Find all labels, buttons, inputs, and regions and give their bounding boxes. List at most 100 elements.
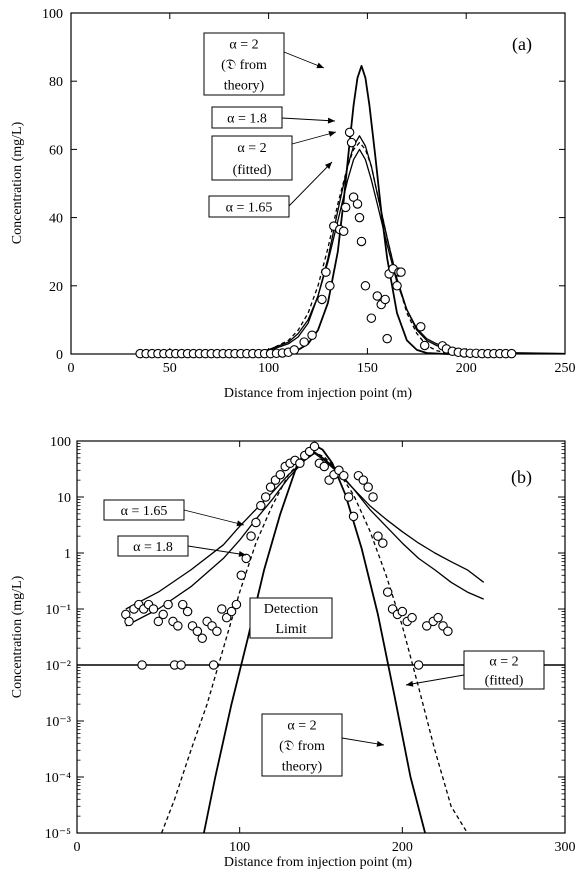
observed-point	[396, 267, 406, 277]
observed-point	[309, 441, 320, 452]
observed-point	[373, 531, 383, 541]
observed-point	[421, 621, 432, 631]
observed-point	[124, 616, 134, 627]
y-tick-label: 0	[56, 348, 63, 363]
y-tick-label: 100	[42, 7, 63, 22]
observed-point	[433, 612, 443, 623]
observed-point	[317, 294, 327, 305]
y-tick-label: 1	[64, 547, 71, 562]
series-a18-line	[149, 135, 566, 355]
annotation-leader-a165	[183, 509, 245, 526]
annotation-text-a2fitted: α = 2	[489, 655, 518, 670]
y-tick-label: 10⁻²	[45, 659, 71, 674]
observed-point	[344, 127, 355, 138]
observed-point	[352, 199, 363, 209]
observed-point	[307, 330, 317, 340]
annotation-leader-a2fitted	[405, 674, 465, 686]
observed-point	[392, 281, 402, 291]
annotation-box-a165	[103, 499, 185, 521]
observed-point	[153, 616, 164, 627]
y-tick-label: 10⁻⁵	[45, 827, 71, 842]
observed-point	[346, 137, 357, 148]
annotation-text-a165: α = 1.65	[121, 504, 168, 519]
y-axis-label-b: Concentration (mg/L)	[10, 575, 25, 698]
annotation-arrowhead-a18	[238, 550, 246, 557]
observed-point	[321, 267, 331, 277]
y-tick-label: 80	[49, 75, 63, 90]
observed-point	[340, 202, 351, 213]
x-axis-label-b: Distance from injection point (m)	[224, 855, 413, 870]
x-tick-label: 100	[258, 361, 279, 376]
plot-frame-b	[76, 440, 566, 834]
x-tick-label: 200	[392, 840, 413, 855]
annotation-box-a2fitted	[463, 650, 545, 690]
observed-point	[265, 482, 276, 492]
annotation-box-a2theory	[203, 32, 285, 96]
observed-point	[382, 333, 392, 344]
annotation-box-detection	[249, 597, 333, 639]
x-tick-label: 300	[555, 840, 576, 855]
annotation-text-a2theory: α = 2	[229, 37, 258, 52]
observed-point	[416, 321, 426, 332]
annotation-text-a2fitted: α = 2	[237, 141, 266, 156]
x-tick-label: 150	[357, 361, 378, 376]
plot-frame-a	[70, 12, 566, 355]
annotation-leader-a18	[281, 117, 336, 122]
annotation-arrowhead-a2theory	[316, 62, 324, 69]
y-tick-label: 40	[49, 212, 63, 227]
series-a2fitted-line	[160, 451, 468, 834]
annotation-leader-a2theory	[341, 737, 385, 746]
y-tick-label: 10⁻³	[45, 715, 71, 730]
y-tick-label: 60	[49, 143, 63, 158]
y-tick-label: 10⁻¹	[45, 603, 71, 618]
annotation-arrowhead-a2theory	[376, 740, 384, 747]
annotation-text-a18: α = 1.8	[133, 540, 173, 555]
observed-point	[368, 492, 378, 502]
panel-a: (a) Distance from injection point (m) Co…	[10, 7, 576, 401]
observed-point	[325, 281, 335, 291]
annotation-text-detection: Detection	[264, 602, 318, 617]
y-tick-label: 20	[49, 280, 63, 295]
observed-point	[358, 475, 369, 485]
annotation-text-a2theory: (𝔇 from	[279, 739, 325, 754]
observed-point	[221, 612, 232, 623]
series-a165-line	[125, 452, 485, 610]
y-tick-label: 100	[50, 435, 71, 450]
observed-point	[363, 482, 373, 492]
annotation-leader-a165	[288, 161, 333, 207]
annotation-arrowhead-a2fitted	[406, 680, 414, 687]
annotation-arrowhead-a2fitted	[328, 130, 336, 137]
annotation-text-a2fitted: (fitted)	[485, 674, 524, 689]
x-tick-label: 0	[74, 840, 81, 855]
observed-point	[158, 609, 168, 620]
observed-point	[343, 492, 354, 502]
observed-point	[251, 517, 261, 528]
observed-point	[289, 345, 300, 355]
observed-point	[212, 626, 222, 637]
observed-point	[173, 621, 183, 631]
observed-point	[338, 226, 349, 236]
x-tick-label: 100	[229, 840, 250, 855]
panel-label-a: (a)	[512, 34, 532, 55]
observed-point	[197, 633, 208, 644]
observed-point	[231, 599, 242, 610]
annotation-leader-a2fitted	[291, 131, 337, 145]
annotation-arrowhead-a165	[236, 520, 244, 527]
observed-point	[339, 470, 349, 481]
annotation-box-a2theory	[261, 713, 343, 777]
observed-point	[275, 469, 286, 480]
observed-point	[192, 626, 203, 637]
panel-label-b: (b)	[511, 467, 532, 488]
observed-point	[176, 660, 186, 670]
y-tick-label: 10⁻⁴	[45, 771, 71, 786]
series-a2fitted-line	[150, 141, 506, 355]
observed-point	[182, 606, 193, 617]
observed-point	[295, 458, 305, 469]
observed-point	[348, 511, 359, 522]
annotation-box-a18	[211, 106, 283, 129]
observed-point	[217, 604, 227, 614]
observed-point	[354, 212, 365, 223]
x-axis-label-a: Distance from injection point (m)	[224, 386, 413, 401]
observed-point	[177, 599, 188, 610]
